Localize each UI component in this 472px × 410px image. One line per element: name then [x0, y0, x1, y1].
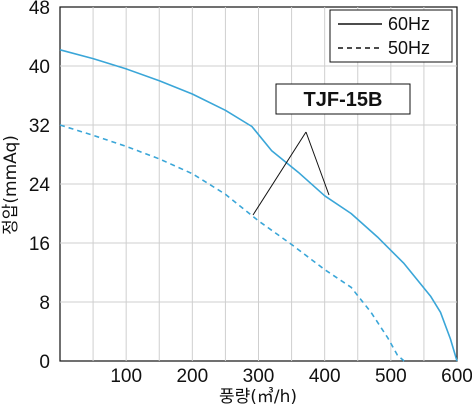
series-line-60hz — [59, 49, 458, 362]
annotation-label: TJF-15B — [304, 89, 383, 111]
y-tick-label: 24 — [29, 175, 51, 196]
annotation-leader-50hz — [252, 131, 307, 216]
x-tick-label: 600 — [441, 366, 472, 387]
x-tick-label: 300 — [243, 366, 275, 387]
y-tick-label: 48 — [29, 0, 50, 19]
x-tick-label: 400 — [309, 366, 341, 387]
y-tick-label: 0 — [39, 352, 50, 373]
y-tick-label: 8 — [39, 293, 50, 314]
series-group — [59, 49, 458, 362]
grid — [60, 7, 457, 361]
y-tick-label: 32 — [29, 116, 50, 137]
annotation: TJF-15B — [252, 83, 411, 216]
x-tick-label: 200 — [176, 366, 208, 387]
tick-labels: 0 8 16 24 32 40 48 100 200 300 400 500 600 — [29, 0, 472, 387]
y-tick-label: 16 — [29, 234, 50, 255]
legend-label-50hz: 50Hz — [388, 38, 430, 58]
x-tick-label: 100 — [110, 366, 142, 387]
annotation-box — [275, 83, 411, 115]
y-axis-label: 정압(mmAq) — [1, 135, 21, 235]
legend-box — [329, 9, 453, 63]
series-line-50hz — [59, 124, 405, 362]
legend: 60Hz 50Hz — [329, 9, 453, 63]
x-tick-label: 500 — [375, 366, 407, 387]
x-axis-label: 풍량(㎥/h) — [219, 387, 297, 407]
annotation-leader-60hz — [305, 131, 330, 196]
legend-label-60hz: 60Hz — [388, 14, 430, 34]
y-tick-label: 40 — [29, 57, 50, 78]
